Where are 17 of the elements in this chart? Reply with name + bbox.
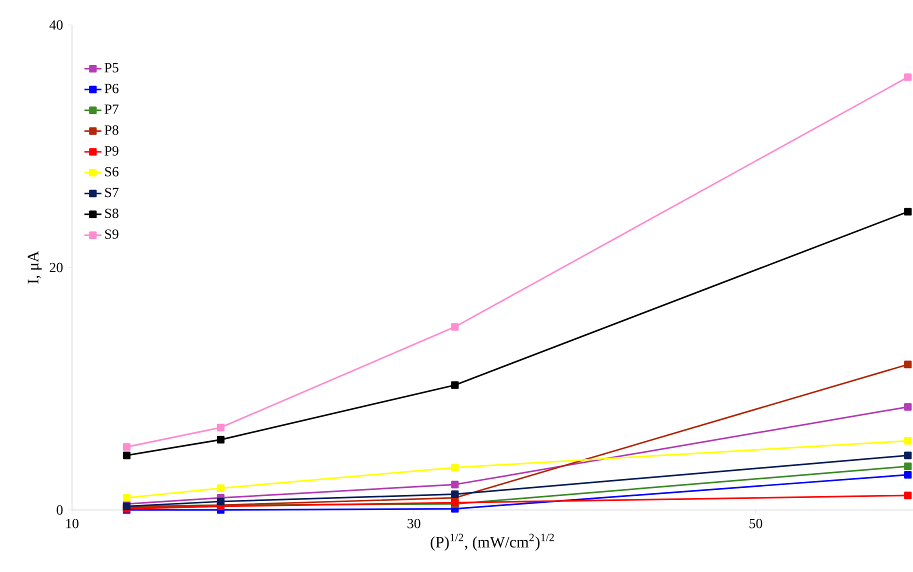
legend-label: S6 (105, 167, 119, 176)
legend-label: S7 (105, 188, 119, 198)
legend-label: P6 (104, 84, 119, 94)
x-tick-label: 50 (750, 518, 762, 528)
legend-label: S8 (105, 208, 118, 218)
y-tick-label: 20 (50, 262, 63, 272)
legend-label: P9 (104, 146, 118, 156)
legend-label: P7 (104, 104, 119, 114)
x-tick-label: 30 (408, 518, 420, 528)
y-tick-label: 0 (56, 505, 63, 515)
y-tick-label: 40 (49, 20, 63, 30)
x-tick-label: 10 (66, 518, 78, 528)
legend-label: S9 (105, 230, 118, 239)
x-axis-title: (P)$^{1/2}$, (mW/cm$^{2}$)$^{1/2}$ (430, 534, 554, 551)
legend-label: P5 (104, 63, 118, 72)
legend-label: P8 (104, 125, 118, 135)
y-axis-title: I, μA (28, 250, 42, 284)
